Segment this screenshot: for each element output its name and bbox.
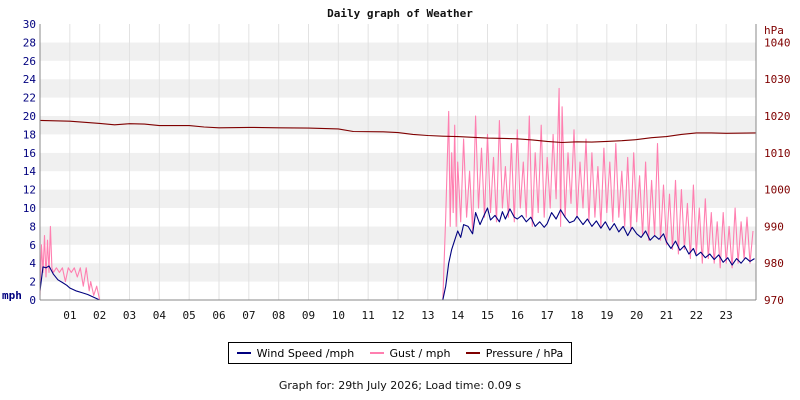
x-tick-label: 04 [153, 309, 167, 322]
series-line-pressure-hpa [39, 119, 757, 144]
x-tick-label: 07 [242, 309, 255, 322]
legend-item-gust: Gust / mph [369, 346, 451, 360]
x-tick-label: 17 [541, 309, 554, 322]
x-tick-label: 22 [690, 309, 703, 322]
left-tick-label: 28 [23, 36, 36, 49]
pressure-swatch [465, 352, 480, 354]
x-tick-label: 13 [421, 309, 434, 322]
right-tick-label: 1030 [764, 73, 791, 86]
left-axis-unit: mph [2, 289, 22, 302]
x-tick-label: 08 [272, 309, 285, 322]
left-tick-label: 26 [23, 55, 36, 68]
right-tick-label: 1000 [764, 184, 791, 197]
right-axis-unit: hPa [764, 24, 784, 37]
left-tick-label: 8 [29, 220, 36, 233]
left-tick-label: 2 [29, 276, 36, 289]
right-tick-label: 1040 [764, 36, 791, 49]
legend: Wind Speed /mph Gust / mph Pressure / hP… [228, 342, 572, 364]
x-tick-label: 03 [123, 309, 136, 322]
left-tick-label: 10 [23, 202, 36, 215]
right-tick-label: 990 [764, 220, 784, 233]
x-tick-label: 06 [212, 309, 225, 322]
series-line-wind-speed-mph [39, 207, 755, 301]
x-tick-label: 01 [63, 309, 76, 322]
x-tick-label: 20 [630, 309, 643, 322]
axes [39, 24, 757, 301]
legend-label-pressure: Pressure / hPa [485, 346, 564, 360]
x-tick-label: 19 [600, 309, 613, 322]
right-tick-label: 1010 [764, 147, 791, 160]
gust-swatch [369, 352, 384, 354]
right-tick-label: 980 [764, 257, 784, 270]
right-tick-label: 1020 [764, 110, 791, 123]
series-lines [39, 87, 757, 301]
x-tick-label: 16 [511, 309, 524, 322]
tick-labels: 0246810121416182022242628309709809901000… [23, 18, 791, 322]
x-tick-label: 23 [720, 309, 733, 322]
x-tick-label: 12 [391, 309, 404, 322]
footer-status: Graph for: 29th July 2026; Load time: 0.… [278, 379, 522, 392]
right-tick-label: 970 [764, 294, 784, 307]
left-tick-label: 24 [23, 73, 37, 86]
legend-item-wind: Wind Speed /mph [236, 346, 355, 360]
x-tick-label: 11 [362, 309, 375, 322]
series-line-gust-mph [39, 87, 754, 301]
x-tick-label: 18 [570, 309, 583, 322]
x-tick-label: 10 [332, 309, 345, 322]
left-tick-label: 14 [23, 165, 37, 178]
x-tick-label: 21 [660, 309, 673, 322]
left-tick-label: 12 [23, 184, 36, 197]
left-tick-label: 18 [23, 128, 36, 141]
left-tick-label: 20 [23, 110, 36, 123]
left-tick-label: 16 [23, 147, 36, 160]
x-tick-label: 02 [93, 309, 106, 322]
left-tick-label: 22 [23, 92, 36, 105]
left-tick-label: 4 [29, 257, 36, 270]
wind-swatch [236, 352, 251, 354]
x-tick-label: 14 [451, 309, 465, 322]
x-tick-label: 15 [481, 309, 494, 322]
x-tick-label: 05 [183, 309, 196, 322]
x-tick-label: 09 [302, 309, 315, 322]
left-tick-label: 30 [23, 18, 36, 31]
left-tick-label: 0 [29, 294, 36, 307]
legend-label-wind: Wind Speed /mph [256, 346, 355, 360]
legend-label-gust: Gust / mph [389, 346, 451, 360]
chart-title: Daily graph of Weather [327, 7, 473, 20]
legend-item-pressure: Pressure / hPa [465, 346, 564, 360]
left-tick-label: 6 [29, 239, 36, 252]
